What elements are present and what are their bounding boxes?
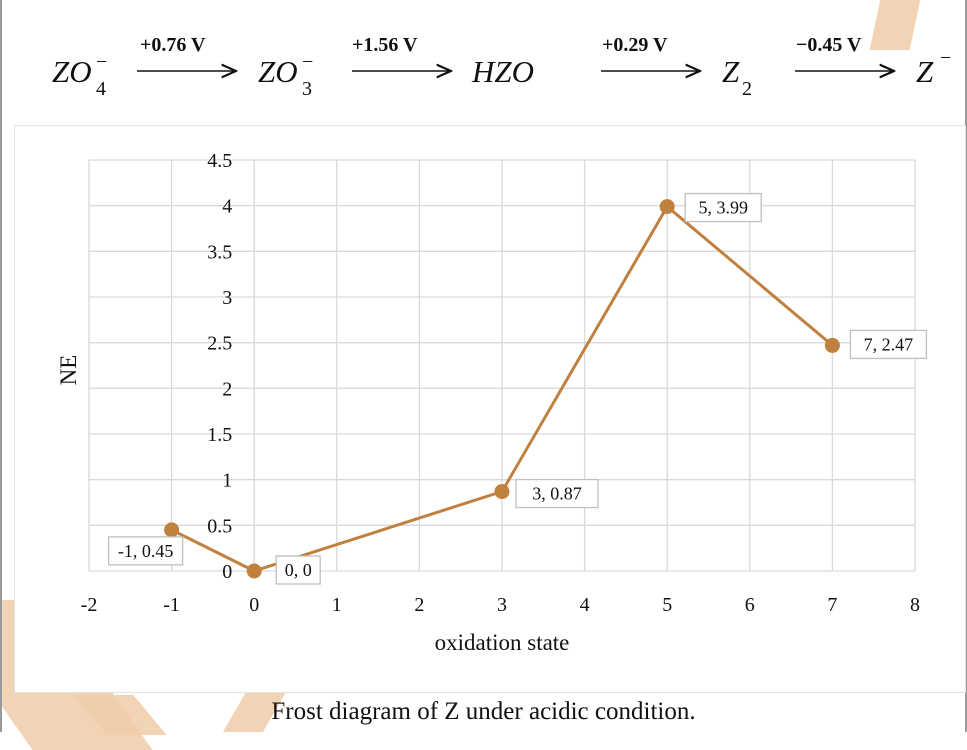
species-zo4-minus: ZO 4 − [52,51,107,100]
data-series [164,199,840,579]
y-tick-label: 2.5 [207,333,232,355]
y-axis-title: NE [56,355,81,386]
data-label-text: 0, 0 [285,560,312,580]
svg-text:4: 4 [96,78,106,100]
data-label-text: 7, 2.47 [864,334,914,354]
species-zo3-minus: ZO 3 − [258,51,313,100]
data-label-box [275,555,321,585]
species-hzo: HZO [471,54,534,89]
latimer-diagram: ZO 4 − +0.76 V ZO 3 − +1.56 V HZO +0.29 … [52,34,951,100]
frame-border-left [0,0,2,732]
chart-gridlines [88,159,916,572]
y-tick-label: 3.5 [207,241,232,263]
y-tick-label: 1 [222,470,232,492]
data-point-marker[interactable] [824,337,840,353]
data-label-box [849,329,928,360]
svg-text:3: 3 [302,78,312,100]
potential-label-4: −0.45 V [796,34,862,56]
x-tick-label: 6 [745,594,755,616]
data-label-text: 5, 3.99 [698,198,748,218]
svg-text:−: − [96,51,107,73]
svg-text:Z: Z [722,54,740,89]
potential-label-1: +0.76 V [140,34,206,56]
chart-panel [14,125,966,693]
potential-label-2: +1.56 V [352,34,418,56]
y-tick-label: 0 [222,561,232,583]
data-point-marker[interactable] [246,563,262,579]
x-axis-ticks: -2 -1 0 1 2 3 4 5 6 7 8 [81,594,920,616]
data-label-box [684,192,762,223]
x-tick-label: 0 [249,594,259,616]
data-label-box [515,478,599,509]
svg-text:Z: Z [916,54,934,89]
y-axis-ticks: 0 0.5 1 1.5 2 2.5 3 3.5 4 4.5 [207,150,232,583]
svg-text:−: − [302,51,313,73]
x-tick-label: 5 [662,594,672,616]
y-tick-label: 0.5 [207,515,232,537]
potential-label-3: +0.29 V [602,34,668,56]
data-label-text: 3, 0.87 [532,484,582,504]
data-point-marker[interactable] [494,484,510,500]
x-axis-title: oxidation state [435,630,570,655]
frost-diagram-chart: 0 0.5 1 1.5 2 2.5 3 3.5 4 4.5 -2 -1 0 1 2 3 4 5 6 7 8 -1, 0… [56,150,928,655]
y-tick-label: 4 [222,196,232,218]
y-tick-label: 1.5 [207,424,232,446]
svg-text:−: − [940,47,951,69]
x-tick-label: 7 [827,594,837,616]
x-tick-label: 4 [580,594,590,616]
data-label-text: -1, 0.45 [118,541,174,561]
x-tick-label: -2 [81,594,98,616]
x-tick-label: 1 [332,594,342,616]
x-tick-label: 3 [497,594,507,616]
x-tick-label: 8 [910,594,920,616]
data-labels: -1, 0.45 0, 0 3, 0.87 5, 3.99 7, 2.47 [107,192,928,585]
data-point-marker[interactable] [659,199,675,215]
x-tick-label: 2 [414,594,424,616]
frame-border-right [965,0,967,732]
species-z-minus: Z − [916,47,951,89]
figure-caption: Frost diagram of Z under acidic conditio… [271,698,696,725]
y-tick-label: 2 [222,378,232,400]
data-label-box [107,536,184,566]
svg-text:ZO: ZO [258,54,298,89]
svg-text:ZO: ZO [52,54,92,89]
svg-text:HZO: HZO [471,54,534,89]
species-z2: Z 2 [722,54,752,100]
svg-text:2: 2 [742,78,752,100]
x-tick-label: -1 [163,594,180,616]
data-point-marker[interactable] [164,522,180,538]
y-tick-label: 3 [222,287,232,309]
y-tick-label: 4.5 [207,150,232,172]
